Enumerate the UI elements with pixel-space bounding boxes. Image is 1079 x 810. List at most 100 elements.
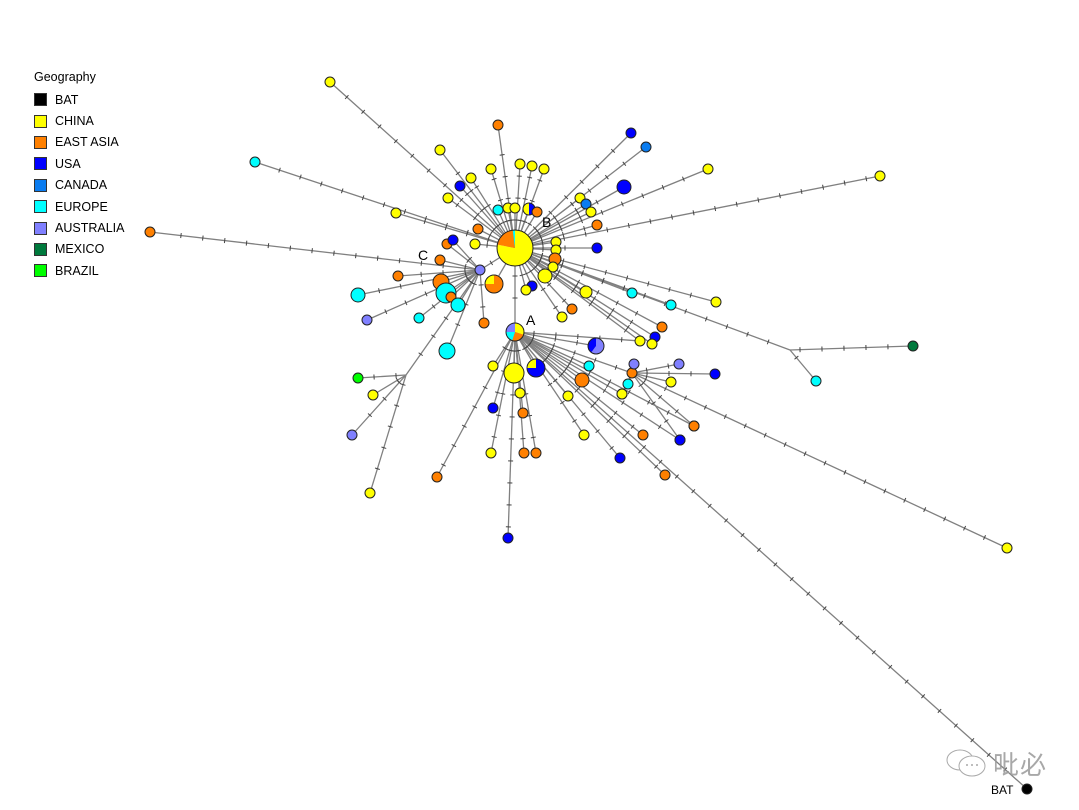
node-B[interactable] xyxy=(496,229,534,267)
mutation-tick xyxy=(621,400,625,406)
node-b6[interactable] xyxy=(442,192,454,204)
node-a8[interactable] xyxy=(518,447,530,459)
node-b40[interactable] xyxy=(656,321,668,333)
node-a12[interactable] xyxy=(562,390,574,402)
node-C[interactable] xyxy=(474,264,486,276)
node-b4[interactable] xyxy=(454,180,466,192)
node-b24[interactable] xyxy=(874,170,886,182)
node-b21[interactable] xyxy=(580,198,592,210)
node-c4[interactable] xyxy=(447,234,459,246)
node-a11[interactable] xyxy=(514,387,526,399)
node-b38[interactable] xyxy=(665,299,677,311)
mutation-tick xyxy=(490,228,495,234)
node-b23[interactable] xyxy=(702,163,714,175)
node-b45[interactable] xyxy=(472,223,484,235)
node-j2a[interactable] xyxy=(352,372,364,384)
node-A[interactable] xyxy=(505,322,525,342)
node-a9[interactable] xyxy=(530,447,542,459)
node-circle xyxy=(367,389,379,401)
node-a15[interactable] xyxy=(583,360,595,372)
node-c13[interactable] xyxy=(438,342,456,360)
node-b12[interactable] xyxy=(492,204,504,216)
node-a2[interactable] xyxy=(526,358,546,378)
node-b2[interactable] xyxy=(249,156,261,168)
node-h8[interactable] xyxy=(688,420,700,432)
node-a18[interactable] xyxy=(659,469,671,481)
node-b9[interactable] xyxy=(514,158,526,170)
node-c5[interactable] xyxy=(392,270,404,282)
mutation-tick xyxy=(756,547,761,552)
node-h2[interactable] xyxy=(673,358,685,370)
node-j2d[interactable] xyxy=(364,487,376,499)
node-a5[interactable] xyxy=(487,402,499,414)
node-b14[interactable] xyxy=(509,202,521,214)
node-b17[interactable] xyxy=(625,127,637,139)
node-b36[interactable] xyxy=(556,311,568,323)
node-b44[interactable] xyxy=(390,207,402,219)
node-c2[interactable] xyxy=(434,254,446,266)
node-j2c[interactable] xyxy=(346,429,358,441)
node-c12[interactable] xyxy=(413,312,425,324)
node-j2b[interactable] xyxy=(367,389,379,401)
node-b43[interactable] xyxy=(646,338,658,350)
node-h5[interactable] xyxy=(622,378,634,390)
mutation-tick xyxy=(642,445,647,450)
node-h4[interactable] xyxy=(709,368,721,380)
node-a4[interactable] xyxy=(431,471,443,483)
mutation-tick xyxy=(548,350,553,355)
node-j1a[interactable] xyxy=(907,340,919,352)
node-b31[interactable] xyxy=(537,268,553,284)
node-j1b[interactable] xyxy=(810,375,822,387)
node-b47[interactable] xyxy=(484,274,504,294)
node-c10[interactable] xyxy=(350,287,366,303)
node-b18[interactable] xyxy=(640,141,652,153)
node-a1[interactable] xyxy=(503,362,525,384)
node-b7[interactable] xyxy=(485,163,497,175)
node-BAT[interactable] xyxy=(1021,783,1033,795)
node-b35[interactable] xyxy=(566,303,578,315)
edge xyxy=(514,331,633,374)
node-h7[interactable] xyxy=(674,434,686,446)
node-b22[interactable] xyxy=(585,206,597,218)
node-b34[interactable] xyxy=(579,285,593,299)
node-b1[interactable] xyxy=(324,76,336,88)
node-b11[interactable] xyxy=(538,163,550,175)
node-b33[interactable] xyxy=(520,284,532,296)
node-c11[interactable] xyxy=(361,314,373,326)
node-h3[interactable] xyxy=(665,376,677,388)
node-b26[interactable] xyxy=(591,242,603,254)
node-a7[interactable] xyxy=(502,532,514,544)
edge xyxy=(369,374,407,494)
node-b19[interactable] xyxy=(616,179,632,195)
mutation-tick xyxy=(404,300,408,306)
mutation-tick xyxy=(661,184,665,190)
node-b5[interactable] xyxy=(465,172,477,184)
node-h9[interactable] xyxy=(1001,542,1013,554)
node-H2[interactable] xyxy=(626,367,638,379)
node-b46[interactable] xyxy=(469,238,481,250)
node-a14[interactable] xyxy=(587,337,605,355)
node-b8[interactable] xyxy=(492,119,504,131)
node-b39[interactable] xyxy=(710,296,722,308)
node-a10[interactable] xyxy=(517,407,529,419)
mutation-tick xyxy=(384,309,388,315)
node-b10[interactable] xyxy=(526,160,538,172)
mutation-tick xyxy=(376,255,379,261)
node-a19[interactable] xyxy=(578,429,590,441)
node-b42[interactable] xyxy=(634,335,646,347)
node-h1[interactable] xyxy=(628,358,640,370)
node-a3[interactable] xyxy=(487,360,499,372)
node-a16[interactable] xyxy=(614,452,626,464)
node-a6[interactable] xyxy=(485,447,497,459)
node-b30[interactable] xyxy=(547,261,559,273)
node-c9[interactable] xyxy=(450,297,466,313)
node-b16[interactable] xyxy=(531,206,543,218)
node-a13[interactable] xyxy=(574,372,590,388)
node-b3[interactable] xyxy=(434,144,446,156)
node-b37[interactable] xyxy=(626,287,638,299)
node-c14[interactable] xyxy=(478,317,490,329)
node-c1[interactable] xyxy=(144,226,156,238)
node-b25[interactable] xyxy=(591,219,603,231)
node-h6[interactable] xyxy=(616,388,628,400)
node-a17[interactable] xyxy=(637,429,649,441)
